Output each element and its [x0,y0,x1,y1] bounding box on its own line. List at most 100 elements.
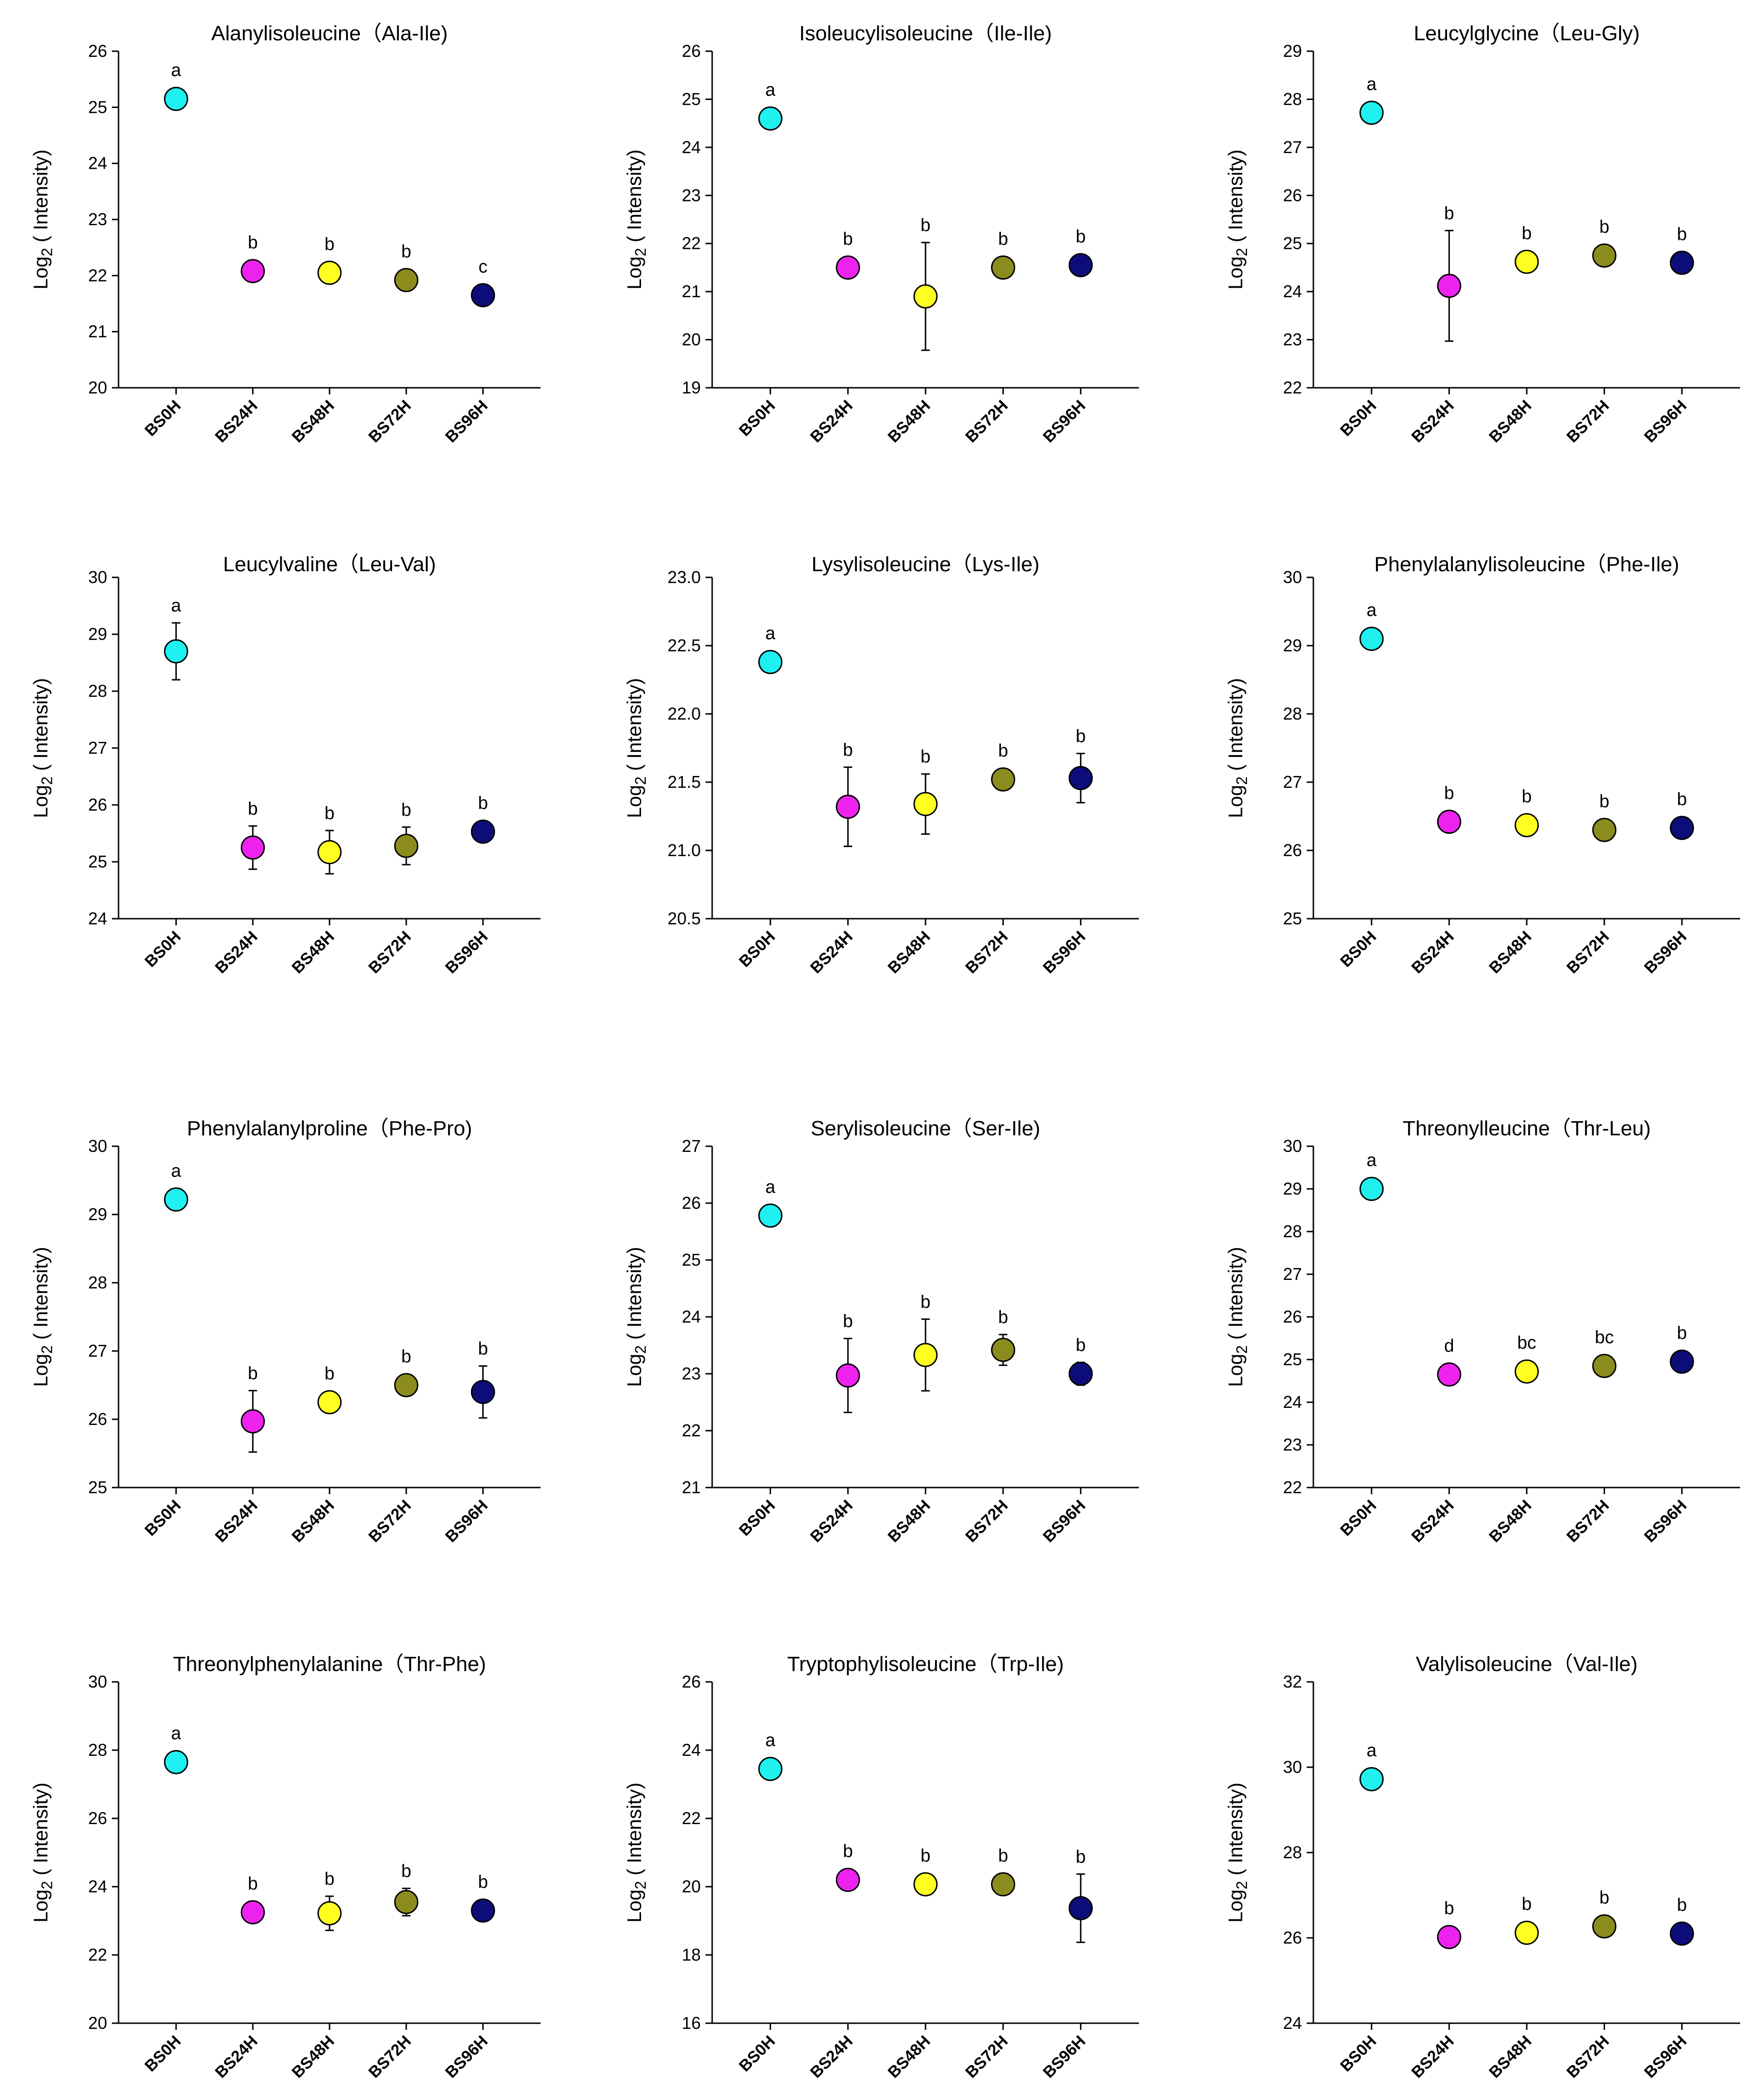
chart-title: Lysylisoleucine（Lys-Ile) [812,553,1040,576]
y-axis-label: Log2 ( Intensity) [29,1782,55,1923]
y-tick-label: 21.0 [668,840,701,860]
significance-letter: b [401,1347,411,1367]
data-point-bs0h [758,650,783,675]
y-tick-label: 22 [682,234,701,253]
y-tick-label: 20.5 [668,909,701,928]
y-tick-label: 22 [682,1808,701,1828]
data-point-bs24h [240,1900,265,1925]
significance-letter: b [1599,792,1609,812]
data-point-bs72h [394,1373,419,1397]
y-tick-label: 23 [1283,330,1302,349]
significance-letter: a [1366,601,1377,621]
data-point-bs0h [1359,100,1384,125]
y-axis-label-subscript: 2 [632,776,649,785]
y-axis-label-intensity: ( Intensity) [623,678,645,776]
significance-letter: b [1599,217,1609,237]
y-tick-label: 26 [1283,185,1302,205]
y-axis-label-log: Log [623,1354,645,1387]
chart-title: Leucylvaline（Leu-Val) [223,553,436,576]
chart-title: Isoleucylisoleucine（Ile-Ile) [799,22,1052,45]
y-tick-label: 25 [88,97,107,117]
y-axis-label: Log2 ( Intensity) [29,678,55,818]
y-tick-label: 18 [682,1945,701,1964]
significance-letter: b [920,747,930,767]
y-axis-label-subscript: 2 [1233,1345,1250,1354]
data-point-bs96h [1669,1350,1694,1374]
data-point-bs24h [240,1409,265,1433]
data-point-bs96h [1669,815,1694,840]
y-axis-label-log: Log [1224,785,1247,818]
y-tick-label: 28 [1283,1222,1302,1241]
chart-title: Threonylleucine（Thr-Leu) [1403,1117,1650,1140]
data-point-bs48h [1514,1920,1539,1945]
data-point-bs72h [394,268,419,292]
y-tick-label: 32 [1283,1672,1302,1691]
data-point-bs0h [1359,1767,1384,1791]
y-axis-label-subscript: 2 [1233,1881,1250,1890]
data-point-bs0h [164,87,188,111]
y-tick-label: 30 [1283,1136,1302,1156]
y-tick-label: 22 [1283,1478,1302,1497]
y-axis-label-subscript: 2 [1233,248,1250,256]
y-tick-label: 25 [682,89,701,109]
y-axis-label-log: Log [1224,256,1247,290]
significance-letter: b [998,741,1008,761]
y-tick-label: 30 [1283,567,1302,587]
significance-letter: b [324,803,334,823]
y-tick-label: 24 [682,1740,701,1760]
significance-letter: b [843,1842,853,1862]
y-axis-label-log: Log [1224,1354,1247,1387]
data-point-bs48h [1514,1359,1539,1384]
data-point-bs24h [1437,274,1461,298]
y-axis-label: Log2 ( Intensity) [623,1247,649,1387]
y-axis-label: Log2 ( Intensity) [1224,678,1250,818]
y-tick-label: 25 [1283,1350,1302,1369]
y-tick-label: 24 [88,154,107,173]
significance-letter: b [1444,1899,1454,1918]
data-point-bs72h [991,767,1016,792]
y-tick-label: 30 [1283,1757,1302,1777]
significance-letter: b [248,1874,258,1894]
y-axis-label-subscript: 2 [632,248,649,256]
y-axis-label: Log2 ( Intensity) [623,678,649,818]
y-tick-label: 27 [88,1341,107,1360]
data-point-bs96h [1068,766,1093,790]
y-tick-label: 27 [1283,772,1302,792]
y-tick-label: 27 [88,738,107,758]
data-point-bs0h [164,1187,188,1212]
y-tick-label: 26 [88,1409,107,1429]
data-point-bs48h [1514,249,1539,274]
y-axis-label-log: Log [623,785,645,818]
y-axis-label-subscript: 2 [38,1345,55,1354]
y-axis-label: Log2 ( Intensity) [1224,149,1250,290]
data-point-bs96h [471,1379,495,1404]
significance-letter: b [998,229,1008,249]
y-tick-label: 20 [88,378,107,397]
data-point-bs72h [1592,1914,1617,1939]
y-axis-label-log: Log [29,785,52,818]
y-tick-label: 29 [88,1205,107,1224]
y-tick-label: 28 [88,1740,107,1760]
data-point-bs48h [913,1342,938,1367]
y-tick-label: 26 [682,1193,701,1213]
y-tick-label: 21 [682,282,701,301]
y-tick-label: 20 [682,330,701,349]
y-tick-label: 28 [1283,704,1302,723]
significance-letter: b [920,1292,930,1312]
significance-letter: a [765,624,776,644]
data-point-bs96h [1068,1361,1093,1386]
chart-title: Tryptophylisoleucine（Trp-Ile) [787,1653,1064,1676]
significance-letter: b [248,233,258,253]
y-axis-label-intensity: ( Intensity) [1224,1782,1247,1881]
data-point-bs72h [991,1872,1016,1897]
y-tick-label: 23 [682,185,701,205]
data-point-bs96h [471,1898,495,1923]
significance-letter: a [171,1724,182,1744]
y-axis-label-intensity: ( Intensity) [623,1782,645,1881]
y-axis-label-subscript: 2 [38,1881,55,1890]
y-tick-label: 28 [1283,1843,1302,1862]
significance-letter: a [1366,1741,1377,1761]
chart-title: Threonylphenylalanine（Thr-Phe) [173,1653,486,1676]
data-point-bs0h [1359,627,1384,651]
